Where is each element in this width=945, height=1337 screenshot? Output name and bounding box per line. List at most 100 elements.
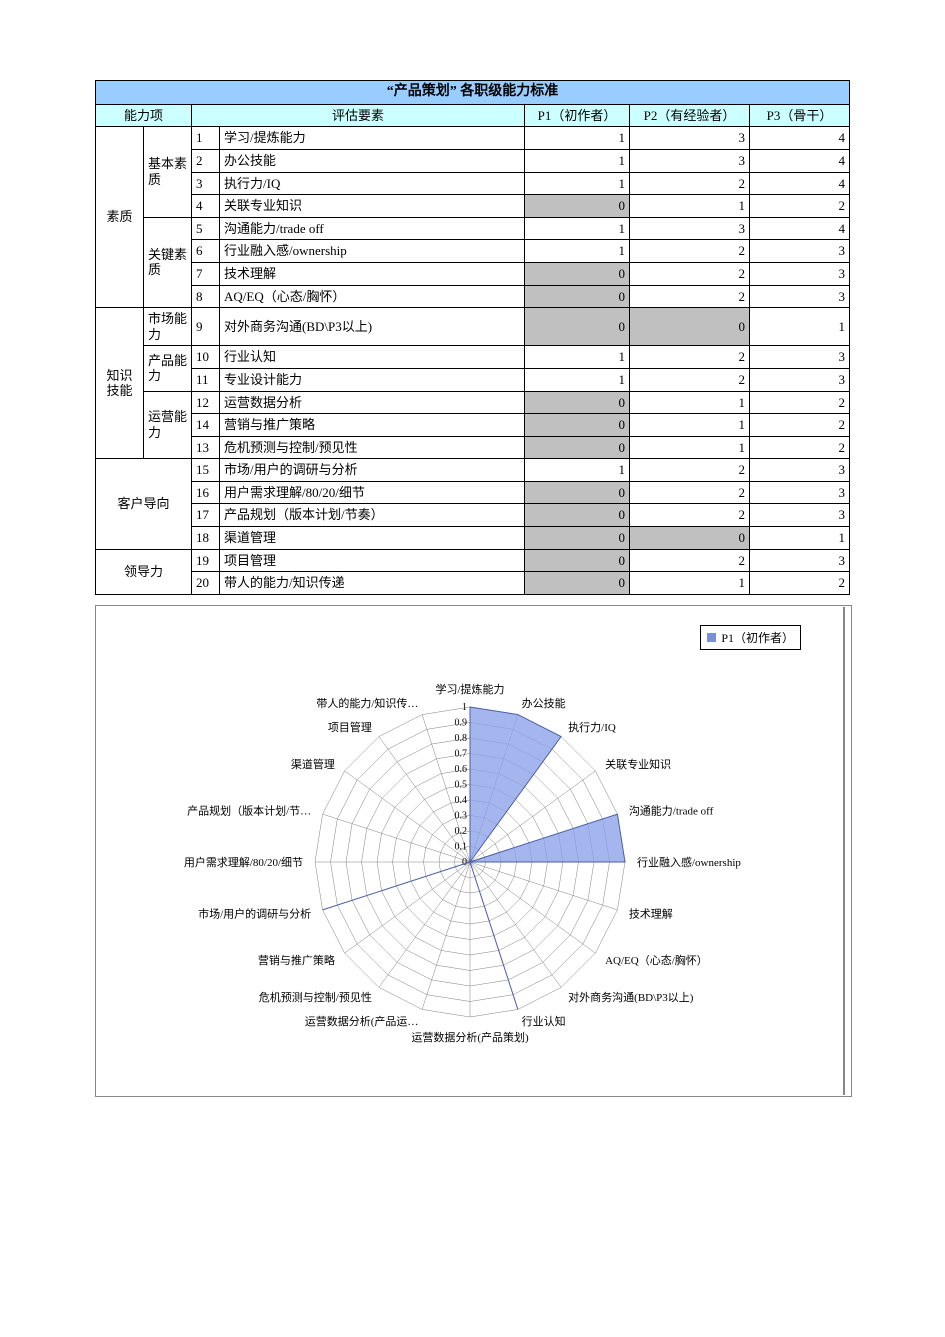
subcategory-cell: 运营能 力 (144, 391, 192, 459)
table-row: 领导力19项目管理023 (96, 549, 850, 572)
row-p2: 2 (629, 504, 749, 527)
row-p2: 2 (629, 368, 749, 391)
row-factor: 危机预测与控制/预见性 (220, 436, 525, 459)
table-row: 6行业融入感/ownership123 (96, 240, 850, 263)
table-row: 产品能 力10行业认知123 (96, 346, 850, 369)
table-row: 11专业设计能力123 (96, 368, 850, 391)
row-p1: 0 (524, 285, 629, 308)
svg-text:办公技能: 办公技能 (522, 696, 566, 710)
svg-text:0.5: 0.5 (455, 779, 468, 790)
row-index: 1 (192, 127, 220, 150)
row-p3: 2 (749, 572, 849, 595)
table-row: 7技术理解023 (96, 262, 850, 285)
row-factor: 对外商务沟通(BD\P3以上) (220, 308, 525, 346)
row-factor: 营销与推广策略 (220, 414, 525, 437)
svg-text:用户需求理解/80/20/细节: 用户需求理解/80/20/细节 (184, 855, 303, 869)
row-factor: 行业认知 (220, 346, 525, 369)
svg-text:技术理解: 技术理解 (629, 906, 673, 920)
row-p3: 3 (749, 285, 849, 308)
row-factor: 运营数据分析 (220, 391, 525, 414)
header-factor: 评估要素 (192, 104, 525, 127)
row-factor: 行业融入感/ownership (220, 240, 525, 263)
row-factor: 沟通能力/trade off (220, 217, 525, 240)
row-p1: 0 (524, 414, 629, 437)
row-index: 13 (192, 436, 220, 459)
row-factor: 关联专业知识 (220, 195, 525, 218)
row-index: 14 (192, 414, 220, 437)
competency-table: “产品策划” 各职级能力标准 能力项 评估要素 P1（初作者） P2（有经验者）… (95, 80, 850, 595)
row-factor: 市场/用户的调研与分析 (220, 459, 525, 482)
svg-text:0.1: 0.1 (455, 841, 468, 852)
row-p1: 0 (524, 527, 629, 550)
row-p3: 3 (749, 459, 849, 482)
row-p3: 2 (749, 436, 849, 459)
svg-text:危机预测与控制/预见性: 危机预测与控制/预见性 (259, 990, 372, 1004)
radar-chart-container: 00.10.20.30.40.50.60.70.80.91学习/提炼能力办公技能… (95, 605, 852, 1097)
row-p3: 4 (749, 149, 849, 172)
subcategory-cell: 关键素 质 (144, 217, 192, 307)
row-p2: 2 (629, 240, 749, 263)
svg-text:运营数据分析(产品策划): 运营数据分析(产品策划) (411, 1030, 529, 1044)
row-p3: 3 (749, 262, 849, 285)
row-p2: 2 (629, 346, 749, 369)
row-factor: 产品规划（版本计划/节奏） (220, 504, 525, 527)
table-row: 知识 技能市场能 力9对外商务沟通(BD\P3以上)001 (96, 308, 850, 346)
row-index: 3 (192, 172, 220, 195)
row-p2: 2 (629, 481, 749, 504)
table-row: 20带人的能力/知识传递012 (96, 572, 850, 595)
svg-text:执行力/IQ: 执行力/IQ (568, 720, 616, 734)
table-title: “产品策划” 各职级能力标准 (96, 81, 850, 105)
svg-text:运营数据分析(产品运…: 运营数据分析(产品运… (305, 1014, 419, 1028)
header-category: 能力项 (96, 104, 192, 127)
row-p1: 1 (524, 172, 629, 195)
subcategory-cell: 基本素 质 (144, 127, 192, 217)
row-p2: 1 (629, 414, 749, 437)
row-index: 17 (192, 504, 220, 527)
row-p1: 0 (524, 391, 629, 414)
row-p2: 1 (629, 436, 749, 459)
row-index: 8 (192, 285, 220, 308)
table-row: 14营销与推广策略012 (96, 414, 850, 437)
subcategory-cell: 产品能 力 (144, 346, 192, 391)
row-p1: 0 (524, 436, 629, 459)
row-p3: 3 (749, 481, 849, 504)
row-index: 18 (192, 527, 220, 550)
row-p1: 1 (524, 149, 629, 172)
svg-text:带人的能力/知识传…: 带人的能力/知识传… (316, 696, 418, 710)
row-p1: 1 (524, 346, 629, 369)
row-factor: 专业设计能力 (220, 368, 525, 391)
row-index: 6 (192, 240, 220, 263)
row-p2: 2 (629, 285, 749, 308)
table-body: 素质基本素 质1学习/提炼能力1342办公技能1343执行力/IQ1244关联专… (96, 127, 850, 594)
header-p3: P3（骨干） (749, 104, 849, 127)
row-index: 19 (192, 549, 220, 572)
row-index: 15 (192, 459, 220, 482)
svg-text:0.7: 0.7 (455, 748, 468, 759)
row-index: 4 (192, 195, 220, 218)
row-p2: 1 (629, 572, 749, 595)
row-index: 9 (192, 308, 220, 346)
svg-text:渠道管理: 渠道管理 (291, 757, 335, 771)
row-p1: 0 (524, 195, 629, 218)
row-p1: 1 (524, 368, 629, 391)
svg-text:关联专业知识: 关联专业知识 (605, 757, 671, 771)
row-index: 11 (192, 368, 220, 391)
row-factor: 技术理解 (220, 262, 525, 285)
legend-label: P1（初作者） (721, 629, 794, 646)
row-p3: 1 (749, 308, 849, 346)
row-factor: AQ/EQ（心态/胸怀） (220, 285, 525, 308)
radar-chart: 00.10.20.30.40.50.60.70.80.91学习/提炼能力办公技能… (97, 607, 843, 1095)
row-p3: 2 (749, 391, 849, 414)
row-p3: 4 (749, 127, 849, 150)
svg-text:0.8: 0.8 (455, 733, 468, 744)
row-p1: 0 (524, 262, 629, 285)
row-p2: 0 (629, 527, 749, 550)
svg-text:沟通能力/trade off: 沟通能力/trade off (629, 803, 714, 817)
category-cell: 素质 (96, 127, 144, 308)
row-factor: 执行力/IQ (220, 172, 525, 195)
row-p3: 3 (749, 549, 849, 572)
row-p2: 0 (629, 308, 749, 346)
row-factor: 用户需求理解/80/20/细节 (220, 481, 525, 504)
svg-text:0.9: 0.9 (455, 717, 468, 728)
row-p2: 2 (629, 549, 749, 572)
